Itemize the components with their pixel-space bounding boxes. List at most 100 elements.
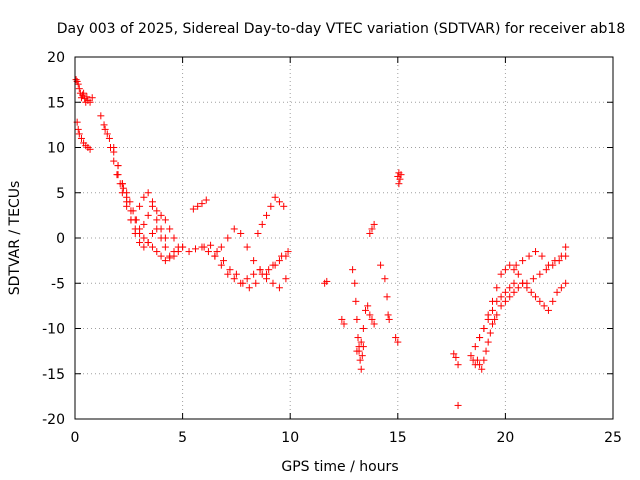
data-point — [323, 277, 331, 285]
data-point — [166, 225, 174, 233]
data-point — [370, 320, 378, 328]
x-tick-label: 5 — [178, 430, 187, 446]
x-tick-label: 25 — [604, 430, 622, 446]
data-point — [86, 98, 94, 106]
data-point — [144, 189, 152, 197]
data-point — [252, 279, 260, 287]
data-point — [101, 125, 109, 133]
data-point — [140, 234, 148, 242]
data-point — [77, 134, 85, 142]
x-axis-label: GPS time / hours — [281, 459, 398, 475]
data-point — [536, 270, 544, 278]
data-point — [353, 347, 361, 355]
data-point — [219, 257, 227, 265]
data-point — [392, 334, 400, 342]
data-point — [136, 229, 144, 237]
data-point — [88, 94, 96, 102]
data-point — [157, 211, 165, 219]
data-point — [110, 148, 118, 156]
chart-title: Day 003 of 2025, Sidereal Day-to-day VTE… — [57, 21, 626, 37]
data-point — [118, 180, 126, 188]
data-point — [153, 207, 161, 215]
data-point — [368, 225, 376, 233]
data-point — [473, 356, 481, 364]
data-point — [501, 288, 509, 296]
data-point — [148, 202, 156, 210]
data-point — [161, 243, 169, 251]
data-point — [232, 270, 240, 278]
data-point — [123, 193, 131, 201]
data-point — [480, 325, 488, 332]
data-point — [114, 171, 122, 179]
data-point — [105, 134, 113, 142]
data-point — [80, 89, 88, 97]
data-point — [198, 200, 206, 208]
data-point — [340, 320, 348, 328]
y-tick-label: 10 — [47, 141, 65, 157]
y-tick-label: 5 — [56, 186, 65, 202]
data-point — [506, 261, 514, 269]
data-point — [394, 172, 402, 180]
data-point — [385, 315, 393, 323]
data-point — [269, 279, 277, 287]
data-point — [523, 279, 531, 287]
data-point — [243, 275, 251, 283]
y-tick-label: -20 — [42, 412, 65, 428]
data-point — [230, 225, 238, 233]
data-point — [452, 353, 460, 361]
data-point — [488, 320, 496, 328]
y-tick-label: -5 — [51, 276, 65, 292]
data-point — [170, 248, 178, 256]
data-point — [532, 293, 540, 301]
data-point — [275, 257, 283, 265]
data-point — [355, 343, 363, 351]
data-points — [72, 76, 570, 409]
data-point — [263, 275, 271, 283]
data-point — [75, 130, 83, 138]
data-point — [364, 302, 372, 310]
data-point — [536, 297, 544, 305]
plot-frame — [74, 56, 614, 420]
data-point — [123, 202, 131, 210]
data-point — [555, 257, 563, 265]
data-point — [75, 85, 83, 93]
data-point — [157, 225, 165, 233]
data-point — [74, 80, 82, 88]
data-point — [144, 211, 152, 219]
data-point — [250, 270, 258, 278]
data-point — [224, 270, 232, 278]
data-point — [544, 306, 552, 314]
x-tick-label: 10 — [281, 430, 299, 446]
data-point — [549, 261, 557, 269]
y-tick-label: 0 — [56, 231, 65, 247]
data-point — [351, 279, 359, 287]
data-point — [275, 284, 283, 292]
data-point — [153, 248, 161, 256]
data-point — [491, 315, 499, 323]
data-point — [478, 365, 486, 373]
data-point — [282, 275, 290, 283]
data-point — [501, 297, 509, 305]
data-point — [349, 266, 357, 274]
data-point — [454, 361, 462, 369]
data-point — [540, 302, 548, 310]
data-point — [263, 211, 271, 219]
data-point — [140, 243, 148, 251]
y-tick-label: -10 — [42, 322, 65, 338]
data-point — [245, 284, 253, 292]
data-point — [467, 352, 475, 360]
data-point — [103, 130, 111, 138]
data-point — [278, 252, 286, 260]
data-point — [226, 266, 234, 274]
data-point — [450, 350, 458, 358]
data-point — [506, 284, 514, 292]
data-point — [493, 284, 501, 292]
data-point — [562, 252, 570, 260]
data-point — [354, 334, 362, 342]
data-point — [352, 297, 360, 305]
data-point — [476, 334, 484, 342]
data-point — [148, 229, 156, 237]
data-point — [74, 125, 82, 133]
data-point — [161, 216, 169, 224]
data-point — [86, 145, 94, 153]
